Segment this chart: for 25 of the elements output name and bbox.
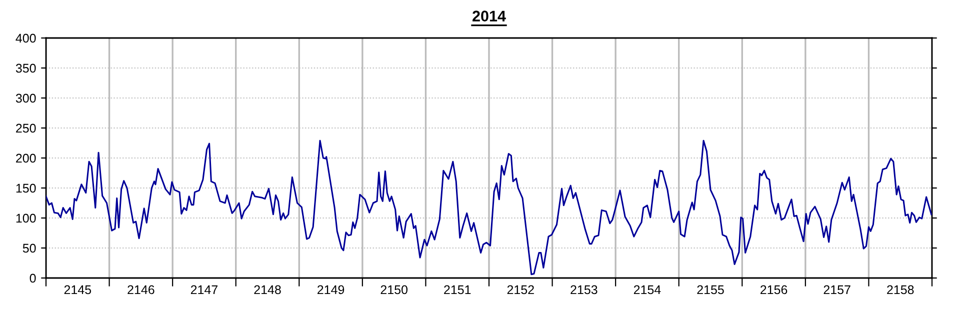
line-series — [46, 140, 932, 276]
x-tick-label: 2146 — [128, 285, 154, 294]
x-tick-label: 2156 — [760, 285, 788, 294]
x-tick-label: 2148 — [254, 285, 281, 294]
y-tick-label: 350 — [16, 64, 36, 73]
x-tick-label: 2147 — [190, 285, 218, 294]
y-tick-label: 0 — [30, 274, 36, 283]
x-tick-label: 2158 — [887, 285, 914, 294]
x-tick-label: 2155 — [697, 285, 724, 294]
y-tick-label: 200 — [16, 154, 36, 163]
x-tick-label: 2154 — [634, 285, 661, 294]
y-tick-label: 300 — [16, 94, 36, 103]
x-tick-label: 2145 — [64, 285, 92, 294]
y-tick-label: 150 — [16, 184, 36, 193]
y-tick-label: 100 — [16, 214, 36, 223]
x-tick-label: 2153 — [570, 285, 598, 294]
chart-title: 2014 — [472, 10, 506, 22]
x-tick-label: 2152 — [507, 285, 534, 294]
y-tick-label: 400 — [16, 34, 36, 43]
x-tick-label: 2157 — [824, 285, 850, 294]
y-tick-label: 250 — [16, 124, 36, 133]
x-tick-label: 2149 — [318, 285, 344, 294]
y-tick-label: 50 — [22, 244, 36, 253]
x-tick-label: 2151 — [444, 285, 471, 294]
x-tick-label: 2150 — [380, 285, 408, 294]
